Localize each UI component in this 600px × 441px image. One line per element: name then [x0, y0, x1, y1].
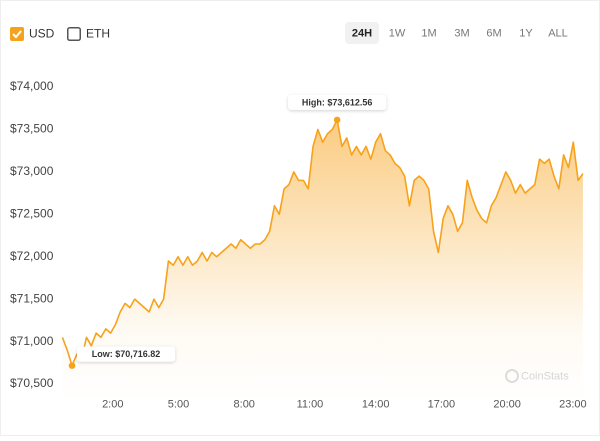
- y-tick-label: $73,500: [10, 122, 54, 136]
- checkbox-label[interactable]: ETH: [86, 27, 110, 41]
- y-tick-label: $71,000: [10, 334, 54, 348]
- high-label: High: $73,612.56: [302, 97, 373, 107]
- y-tick-label: $74,000: [10, 79, 54, 93]
- range-button[interactable]: 1M: [421, 27, 436, 39]
- low-label-box: [77, 346, 176, 362]
- area: [62, 119, 583, 403]
- y-tick-label: $70,500: [10, 376, 54, 390]
- checkmark: [12, 30, 22, 39]
- y-tick-label: $72,000: [10, 249, 54, 263]
- y-tick-label: $71,500: [10, 291, 54, 305]
- y-tick-label: $72,500: [10, 206, 54, 220]
- low-label: Low: $70,716.82: [92, 349, 161, 359]
- checkbox[interactable]: [10, 27, 24, 41]
- range-button[interactable]: ALL: [548, 27, 568, 39]
- high-marker: [333, 116, 341, 124]
- y-tick-label: $73,000: [10, 164, 54, 178]
- price-line: [61, 119, 584, 367]
- low-marker: [68, 362, 76, 369]
- range-button[interactable]: 1Y: [519, 27, 533, 39]
- range-button[interactable]: 3M: [454, 27, 469, 39]
- checkbox[interactable]: [67, 27, 81, 41]
- range-button[interactable]: 6M: [486, 27, 501, 39]
- range-button[interactable]: 1W: [389, 27, 406, 39]
- range-selected-bg[interactable]: [345, 22, 379, 44]
- range-button[interactable]: 24H: [352, 27, 372, 39]
- high-label-box: [288, 94, 387, 110]
- checkbox-label[interactable]: USD: [29, 27, 55, 41]
